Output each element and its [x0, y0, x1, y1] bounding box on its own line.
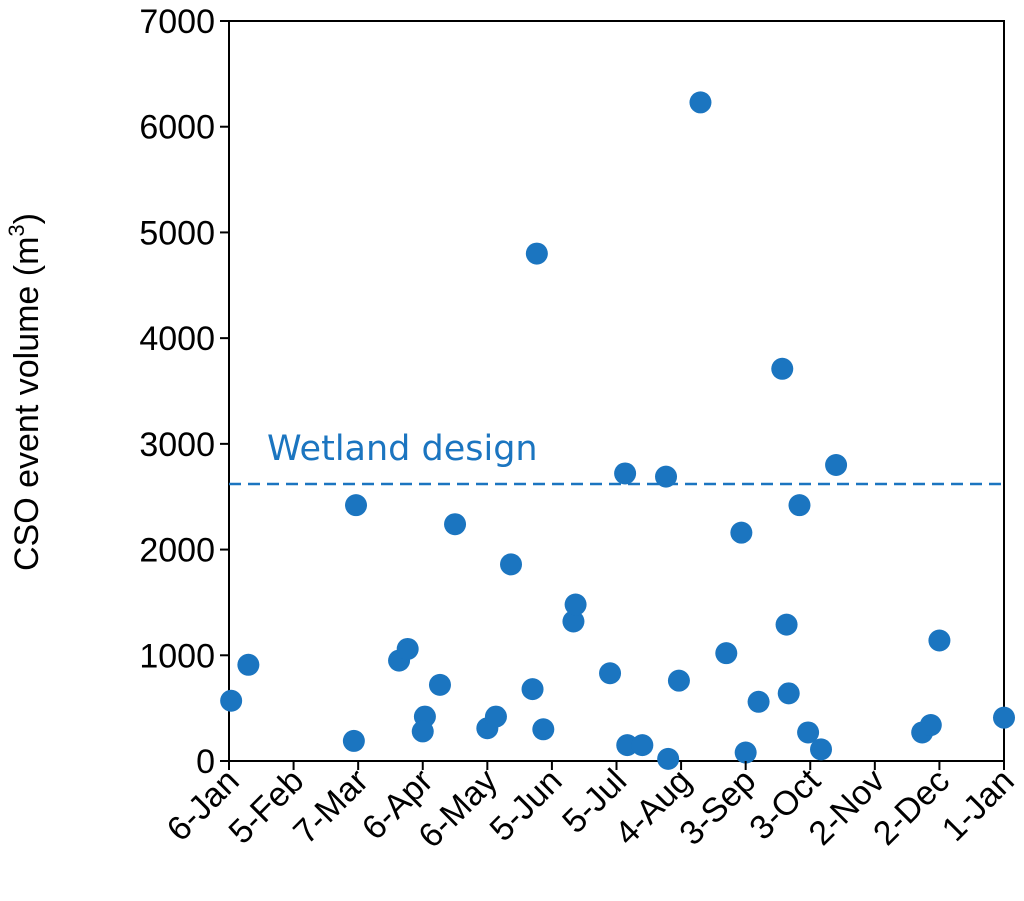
data-point	[342, 729, 365, 752]
data-points	[220, 91, 1015, 770]
data-point	[810, 738, 833, 761]
data-point	[500, 553, 523, 576]
data-point	[411, 720, 434, 743]
y-tick-label: 4000	[139, 320, 215, 358]
y-axis-ticks: 0 1000 2000 3000 4000 5000 6000 7000	[139, 3, 229, 781]
data-point	[919, 714, 942, 737]
data-point	[667, 669, 690, 692]
wetland-design-label: Wetland design	[267, 429, 538, 469]
y-tick-label: 5000	[139, 214, 215, 252]
data-point	[532, 718, 555, 741]
y-tick-label: 7000	[139, 3, 215, 41]
y-axis-title: CSO event volume (m3)	[4, 213, 46, 571]
data-point	[396, 637, 419, 660]
plot-border	[228, 20, 1005, 762]
data-point	[657, 747, 680, 770]
data-point	[825, 454, 848, 476]
data-point	[525, 242, 548, 265]
y-tick-label: 3000	[139, 426, 215, 464]
x-tick-label: 5-Jun	[483, 762, 570, 849]
data-point	[689, 91, 712, 114]
data-point	[993, 706, 1015, 729]
data-point	[444, 513, 467, 536]
data-point	[771, 357, 794, 380]
data-point	[562, 610, 585, 633]
y-tick-label: 6000	[139, 109, 215, 147]
data-point	[747, 690, 770, 713]
x-tick-label: 7-Mar	[286, 762, 376, 852]
data-point	[928, 629, 951, 652]
data-point	[484, 705, 507, 728]
x-tick-label: 5-Feb	[222, 762, 312, 852]
data-point	[655, 465, 678, 488]
y-tick-label: 0	[196, 743, 215, 781]
data-point	[734, 741, 757, 764]
data-point	[614, 462, 637, 485]
x-tick-label: 1-Jan	[935, 762, 1022, 849]
data-point	[599, 662, 622, 685]
reference-line-layer: Wetland design	[229, 429, 1004, 486]
data-point	[631, 734, 654, 757]
y-tick-label: 2000	[139, 532, 215, 570]
x-tick-label: 3-Sep	[672, 762, 763, 853]
data-point	[797, 721, 820, 744]
plot-frame	[228, 20, 1005, 762]
data-point	[775, 613, 798, 636]
data-point	[616, 734, 639, 757]
data-point	[564, 593, 587, 616]
data-point	[521, 678, 544, 701]
data-point	[730, 521, 753, 544]
data-point	[237, 653, 260, 676]
data-point	[220, 689, 243, 712]
data-point	[788, 494, 811, 517]
x-axis-ticks: 6-Jan5-Feb7-Mar6-Apr6-May5-Jun5-Jul4-Aug…	[160, 761, 1022, 855]
data-point	[428, 673, 451, 696]
y-tick-label: 1000	[139, 637, 215, 675]
data-point	[345, 494, 368, 517]
x-tick-label: 2-Dec	[866, 762, 957, 853]
data-point	[715, 642, 738, 665]
data-point	[777, 682, 800, 705]
